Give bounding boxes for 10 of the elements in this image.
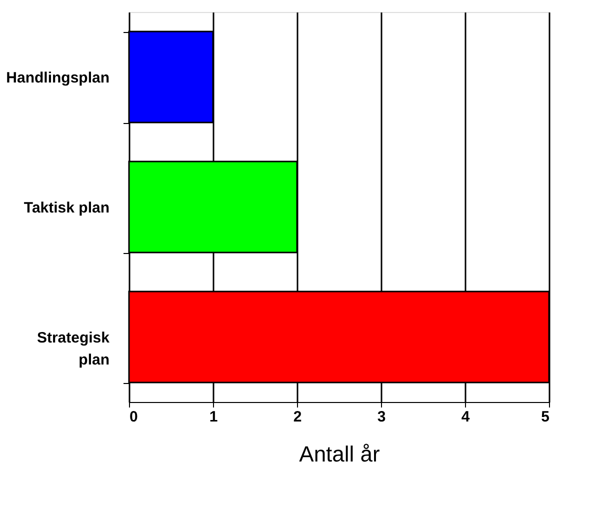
y-tick-label: Taktisk plan [24, 200, 110, 216]
x-tick-label: 3 [377, 408, 386, 426]
y-tick-label: Strategisk plan [36, 330, 110, 368]
x-axis-title: Antall år [299, 442, 380, 466]
x-tick-label: 0 [130, 408, 138, 426]
x-tick-label: 4 [461, 408, 470, 426]
x-tick-label: 2 [293, 408, 302, 426]
x-tick-label: 1 [209, 408, 218, 426]
x-tick-label: 5 [541, 408, 550, 426]
y-tick-label: Handlingsplan [6, 70, 110, 86]
